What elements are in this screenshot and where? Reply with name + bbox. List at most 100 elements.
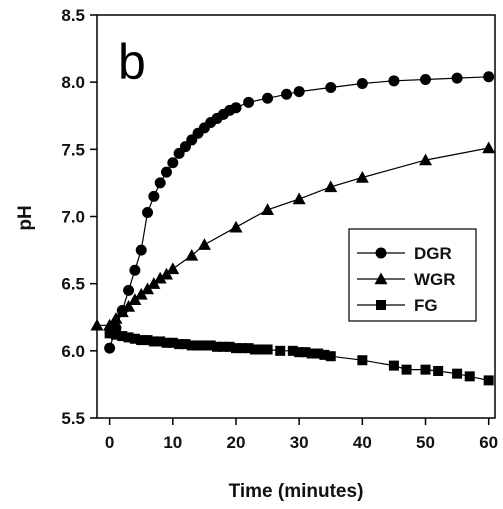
data-point-wgr — [153, 271, 167, 284]
y-tick-label: 8.5 — [61, 6, 85, 25]
data-point-fg — [174, 339, 185, 350]
data-point-dgr — [420, 73, 432, 85]
data-point-fg — [452, 368, 463, 379]
data-point-wgr — [482, 141, 496, 154]
data-point-dgr — [230, 102, 242, 114]
data-point-wgr — [229, 220, 243, 233]
data-point-fg — [300, 347, 311, 358]
data-point-fg — [199, 340, 210, 351]
data-point-wgr — [419, 153, 433, 166]
data-point-fg — [287, 345, 298, 356]
data-point-wgr — [355, 171, 369, 183]
data-point-fg — [433, 365, 444, 376]
legend: DGR WGR FG — [348, 228, 477, 322]
data-point-dgr — [167, 157, 179, 169]
data-point-wgr — [134, 287, 148, 300]
data-point-fg — [294, 347, 305, 358]
x-tick-label: 20 — [227, 433, 246, 452]
x-tick-label: 60 — [479, 433, 498, 452]
x-tick-label: 50 — [416, 433, 435, 452]
data-point-fg — [483, 375, 494, 386]
data-point-dgr — [123, 284, 135, 296]
data-point-dgr — [148, 190, 160, 202]
x-axis-title: Time (minutes) — [229, 481, 364, 502]
x-tick-label: 40 — [353, 433, 372, 452]
legend-item-dgr: DGR — [357, 244, 452, 263]
data-point-fg — [180, 339, 191, 350]
y-axis: 5.5 6.0 6.5 7.0 7.5 8.0 8.5 — [61, 6, 97, 428]
data-point-dgr — [388, 75, 400, 87]
data-point-wgr — [90, 318, 104, 331]
x-tick-label: 30 — [290, 433, 309, 452]
data-point-wgr — [292, 192, 306, 205]
data-point-wgr — [128, 293, 142, 305]
data-point-dgr — [262, 92, 274, 104]
legend-label: WGR — [414, 270, 456, 289]
data-point-fg — [464, 371, 475, 382]
data-point-wgr — [261, 203, 275, 215]
data-point-fg — [155, 336, 166, 347]
data-point-fg — [110, 329, 121, 340]
data-point-fg — [262, 344, 273, 355]
y-tick-label: 8.0 — [61, 73, 85, 92]
data-point-dgr — [451, 72, 463, 84]
data-point-dgr — [483, 71, 495, 83]
legend-marker-square — [376, 300, 386, 310]
data-point-fg — [186, 340, 197, 351]
series-fg — [104, 328, 494, 386]
data-point-fg — [306, 348, 317, 359]
y-tick-label: 6.0 — [61, 342, 85, 361]
legend-item-wgr: WGR — [357, 270, 456, 289]
data-point-fg — [249, 344, 260, 355]
x-axis: 0 10 20 30 40 50 60 — [105, 418, 498, 452]
data-point-fg — [319, 349, 330, 360]
data-point-fg — [420, 364, 431, 375]
data-point-wgr — [103, 318, 117, 331]
data-point-dgr — [325, 82, 337, 94]
y-axis-title: pH — [15, 205, 36, 230]
data-point-fg — [129, 333, 140, 344]
data-point-wgr — [197, 238, 211, 250]
y-tick-label: 7.0 — [61, 208, 85, 227]
data-point-fg — [136, 335, 147, 346]
data-point-fg — [117, 331, 128, 342]
y-tick-label: 5.5 — [61, 409, 85, 428]
data-point-fg — [224, 341, 235, 352]
data-point-fg — [148, 336, 159, 347]
data-point-fg — [237, 343, 248, 354]
data-point-fg — [357, 355, 368, 366]
panel-label: b — [118, 34, 146, 90]
legend-label: FG — [414, 296, 438, 315]
x-tick-label: 10 — [163, 433, 182, 452]
series-wgr — [90, 141, 496, 331]
data-point-dgr — [154, 177, 166, 189]
data-point-wgr — [115, 305, 129, 318]
data-point-wgr — [122, 300, 136, 312]
data-point-dgr — [293, 86, 305, 98]
data-point-fg — [230, 343, 241, 354]
data-point-dgr — [243, 96, 255, 108]
legend-marker-circle — [375, 247, 387, 259]
series-dgr — [104, 71, 495, 354]
x-tick-label: 0 — [105, 433, 114, 452]
data-point-wgr — [166, 262, 180, 275]
data-point-wgr — [324, 180, 338, 193]
data-point-fg — [104, 328, 115, 339]
data-point-fg — [161, 337, 172, 348]
data-point-fg — [212, 341, 223, 352]
data-point-dgr — [160, 166, 172, 178]
legend-box — [348, 228, 477, 322]
data-point-fg — [205, 340, 216, 351]
data-point-wgr — [159, 267, 173, 280]
data-point-fg — [275, 345, 286, 356]
series-layer — [90, 71, 496, 386]
y-tick-label: 6.5 — [61, 275, 85, 294]
data-point-fg — [243, 343, 254, 354]
data-point-wgr — [147, 277, 161, 289]
data-point-dgr — [281, 88, 293, 100]
plot-frame — [96, 14, 496, 419]
data-point-fg — [142, 335, 153, 346]
legend-item-fg: FG — [357, 296, 438, 315]
data-point-fg — [218, 341, 229, 352]
